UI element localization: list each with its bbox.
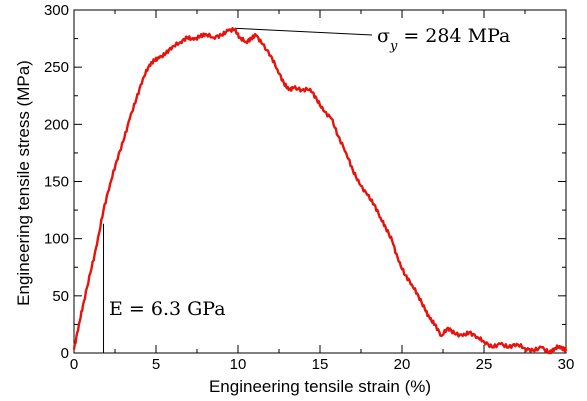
x-tick-label: 5 xyxy=(152,356,160,373)
series-line xyxy=(72,27,568,355)
y-tick-label: 0 xyxy=(61,345,69,362)
modulus-annotation: E = 6.3 GPa xyxy=(109,298,226,320)
y-tick-label: 200 xyxy=(44,116,69,133)
yield-annotation: σy = 284 MPa xyxy=(377,25,510,54)
x-tick-label: 0 xyxy=(70,356,78,373)
x-tick-label: 20 xyxy=(394,356,411,373)
y-tick-label: 150 xyxy=(44,174,69,191)
y-tick-label: 300 xyxy=(44,2,69,19)
modulus-triangle xyxy=(74,223,105,354)
x-axis-title: Engineering tensile strain (%) xyxy=(209,377,431,396)
yield-leader-line xyxy=(234,27,373,36)
x-tick-label: 25 xyxy=(476,356,493,373)
x-tick-label: 30 xyxy=(558,356,575,373)
x-tick-label: 15 xyxy=(312,356,329,373)
y-axis-title: Engineering tensile stress (MPa) xyxy=(14,60,33,306)
y-tick-label: 250 xyxy=(44,59,69,76)
y-tick-label: 50 xyxy=(52,288,69,305)
y-tick-label: 100 xyxy=(44,231,69,248)
x-tick-label: 10 xyxy=(230,356,247,373)
